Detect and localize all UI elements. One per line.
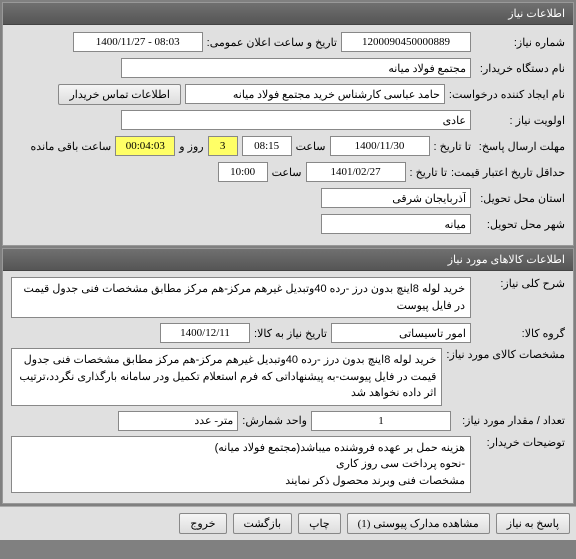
delivery-city-label: شهر محل تحویل: xyxy=(475,218,565,231)
panel1-body: شماره نیاز: تاریخ و ساعت اعلان عمومی: نا… xyxy=(3,25,573,245)
exit-button[interactable]: خروج xyxy=(179,513,226,534)
to-date-label: تا تاریخ : xyxy=(434,140,471,153)
time-label1: ساعت xyxy=(296,140,326,153)
panel2-body: شرح کلی نیاز: خرید لوله 8اینچ بدون درز -… xyxy=(3,271,573,503)
deadline-date-field[interactable] xyxy=(330,136,430,156)
spec-field: خرید لوله 8اینچ بدون درز -رده 40وتبدیل غ… xyxy=(11,348,442,406)
goods-info-panel: اطلاعات کالاهای مورد نیاز شرح کلی نیاز: … xyxy=(2,248,574,504)
desc-label: شرح کلی نیاز: xyxy=(475,277,565,290)
notes-label: توضیحات خریدار: xyxy=(475,436,565,449)
price-valid-label: حداقل تاریخ اعتبار قیمت: xyxy=(451,166,565,179)
deadline-time-field[interactable] xyxy=(242,136,292,156)
group-field[interactable] xyxy=(331,323,471,343)
qty-field[interactable] xyxy=(311,411,451,431)
buyer-org-field[interactable] xyxy=(121,58,471,78)
priority-label: اولویت نیاز : xyxy=(475,114,565,127)
contact-buyer-button[interactable]: اطلاعات تماس خریدار xyxy=(58,84,180,105)
delivery-province-label: استان محل تحویل: xyxy=(475,192,565,205)
announce-field[interactable] xyxy=(73,32,203,52)
priority-field[interactable] xyxy=(121,110,471,130)
price-valid-date-field[interactable] xyxy=(306,162,406,182)
group-label: گروه کالا: xyxy=(475,327,565,340)
creator-label: نام ایجاد کننده درخواست: xyxy=(449,88,565,101)
days-label: روز و xyxy=(179,140,203,153)
need-number-label: شماره نیاز: xyxy=(475,36,565,49)
to-date-label2: تا تاریخ : xyxy=(410,166,447,179)
need-number-field[interactable] xyxy=(341,32,471,52)
delivery-city-field[interactable] xyxy=(321,214,471,234)
need-date-field[interactable] xyxy=(160,323,250,343)
spec-label: مشخصات کالای مورد نیاز: xyxy=(446,348,565,361)
price-valid-time-field[interactable] xyxy=(218,162,268,182)
notes-field: هزینه حمل بر عهده فروشنده میباشد(مجتمع ف… xyxy=(11,436,471,494)
delivery-province-field[interactable] xyxy=(321,188,471,208)
print-button[interactable]: چاپ xyxy=(298,513,341,534)
buyer-org-label: نام دستگاه خریدار: xyxy=(475,62,565,75)
bottom-button-bar: پاسخ به نیاز مشاهده مدارک پیوستی (1) چاپ… xyxy=(0,506,576,540)
panel1-header: اطلاعات نیاز xyxy=(3,3,573,25)
need-date-label: تاریخ نیاز به کالا: xyxy=(254,327,327,340)
back-button[interactable]: بازگشت xyxy=(233,513,293,534)
desc-field: خرید لوله 8اینچ بدون درز -رده 40وتبدیل غ… xyxy=(11,277,471,318)
creator-field[interactable] xyxy=(185,84,445,104)
reply-button[interactable]: پاسخ به نیاز xyxy=(496,513,570,534)
time-label2: ساعت xyxy=(272,166,302,179)
need-info-panel: اطلاعات نیاز شماره نیاز: تاریخ و ساعت اع… xyxy=(2,2,574,246)
deadline-label: مهلت ارسال پاسخ: xyxy=(475,140,565,153)
unit-label: واحد شمارش: xyxy=(242,414,307,427)
remain-label: ساعت باقی مانده xyxy=(31,140,112,153)
panel2-header: اطلاعات کالاهای مورد نیاز xyxy=(3,249,573,271)
unit-field[interactable] xyxy=(118,411,238,431)
time-remain-field xyxy=(115,136,175,156)
announce-label: تاریخ و ساعت اعلان عمومی: xyxy=(207,36,337,49)
qty-label: تعداد / مقدار مورد نیاز: xyxy=(455,414,565,427)
days-remain-field xyxy=(208,136,238,156)
view-attachments-button[interactable]: مشاهده مدارک پیوستی (1) xyxy=(347,513,490,534)
